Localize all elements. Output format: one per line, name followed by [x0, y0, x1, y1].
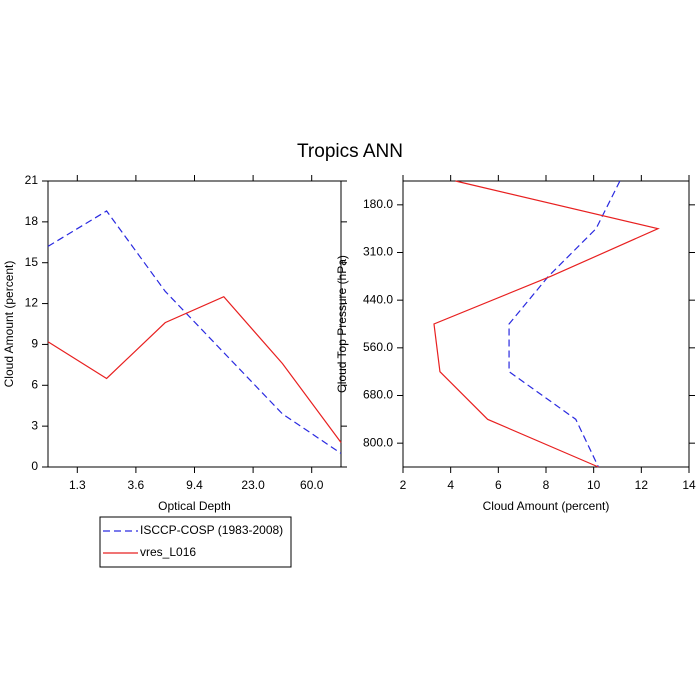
x-axis-label: Optical Depth: [158, 499, 231, 513]
y-tick-label: 680.0: [363, 388, 393, 402]
x-tick-label: 60.0: [300, 478, 324, 492]
y-tick-label: 310.0: [363, 245, 393, 259]
y-tick-label: 15: [25, 255, 39, 269]
legend-label: ISCCP-COSP (1983-2008): [140, 523, 283, 537]
x-tick-label: 23.0: [241, 478, 265, 492]
y-tick-label: 9: [31, 337, 38, 351]
y-axis-label: Cloud Top Pressure (hPa): [335, 255, 349, 393]
y-tick-label: 21: [25, 173, 39, 187]
x-tick-label: 9.4: [186, 478, 203, 492]
x-tick-label: 2: [400, 478, 407, 492]
y-tick-label: 180.0: [363, 197, 393, 211]
y-tick-label: 0: [31, 459, 38, 473]
x-tick-label: 12: [635, 478, 649, 492]
x-tick-label: 4: [447, 478, 454, 492]
y-tick-label: 800.0: [363, 435, 393, 449]
y-axis-label: Cloud Amount (percent): [2, 261, 16, 388]
y-tick-label: 12: [25, 296, 39, 310]
series-line: [433, 180, 660, 468]
series-line: [47, 210, 342, 454]
x-axis-label: Cloud Amount (percent): [483, 499, 610, 513]
series-line: [508, 180, 621, 468]
x-tick-label: 1.3: [69, 478, 86, 492]
x-tick-label: 14: [682, 478, 696, 492]
x-tick-label: 3.6: [128, 478, 145, 492]
figure-title: Tropics ANN: [297, 141, 403, 162]
x-tick-label: 8: [543, 478, 550, 492]
legend-label: vres_L016: [140, 545, 196, 559]
y-tick-label: 6: [31, 377, 38, 391]
y-tick-label: 440.0: [363, 292, 393, 306]
x-tick-label: 10: [587, 478, 601, 492]
y-tick-label: 3: [31, 418, 38, 432]
x-tick-label: 6: [495, 478, 502, 492]
series-line: [47, 296, 342, 443]
y-tick-label: 18: [25, 214, 39, 228]
y-tick-label: 560.0: [363, 340, 393, 354]
legend-box: [99, 516, 292, 568]
